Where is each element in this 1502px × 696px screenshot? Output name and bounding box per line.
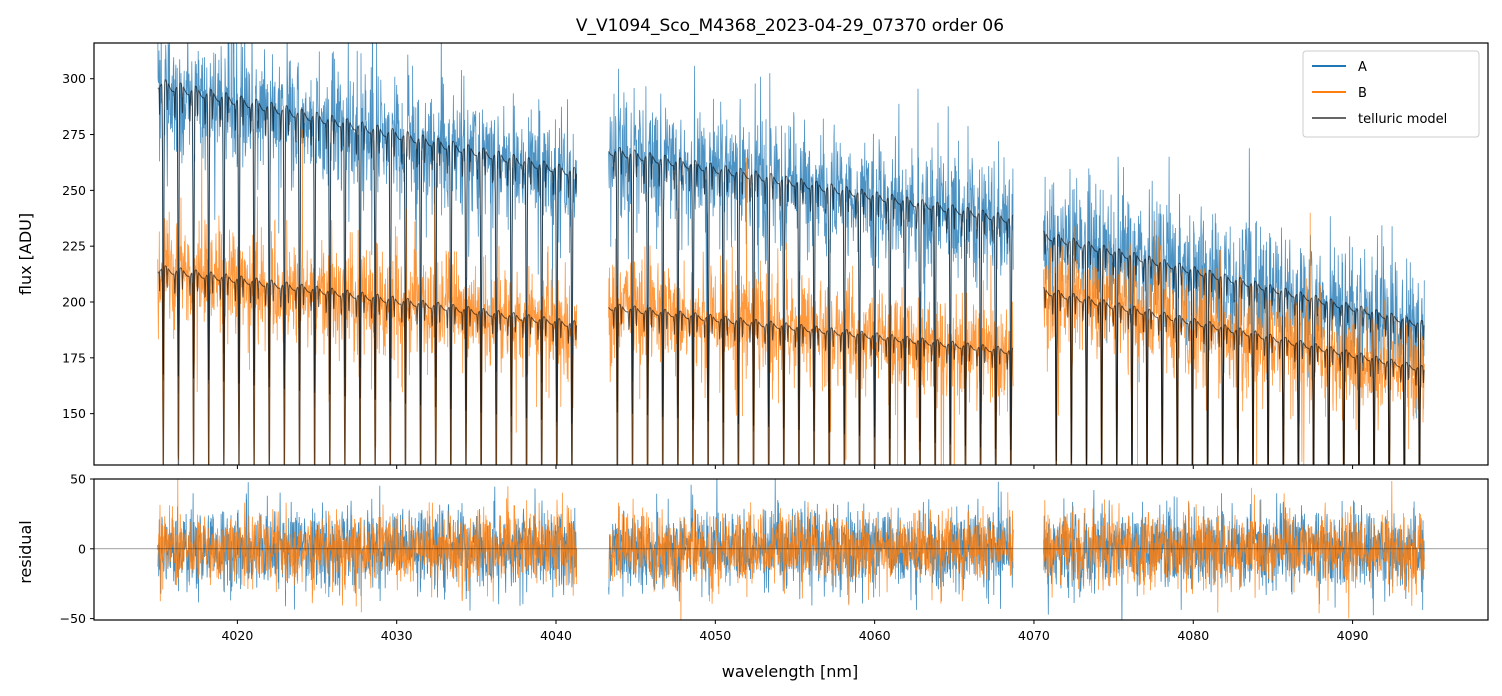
legend-entry-a: A [1312,60,1367,75]
telluric-model [157,79,1425,465]
wavelength-tick-label: 4090 [1337,628,1369,643]
series-a-segment-1 [157,43,578,465]
flux-panel: 150 175 200 225 250 275 300 flux [ADU] [16,42,1489,469]
telluric-model-b-segment-3 [1043,286,1425,465]
series-b-segment-1 [157,127,578,465]
legend: A B telluric model [1302,50,1480,138]
residual-tick-label: 0 [78,541,86,556]
residual-a-segment-3 [1043,489,1425,620]
series-b-segment-3 [1043,212,1425,465]
residual-panel-frame [93,478,1489,621]
legend-label-b: B [1358,86,1367,101]
flux-tick-label: 250 [62,183,86,198]
flux-tick-label: 150 [62,406,86,421]
telluric-model-a-segment-3 [1043,230,1425,465]
residual-panel: 500−50 4020 4030 4040 4050 4060 4070 4080 4090 … [16,472,1489,643]
residual-b-segment-1 [157,479,578,613]
residual-axis-label: residual [16,520,35,583]
residual-tick-label: 50 [70,472,86,487]
chart-title: V_V1094_Sco_M4368_2023-04-29_07370 order… [576,16,1004,36]
legend-box [1302,50,1480,138]
residual-b-segment-3 [1043,480,1425,619]
telluric-model-a-segment-1 [157,79,578,424]
wavelength-tick-label: 4030 [381,628,413,643]
legend-label-telluric-model: telluric model [1358,112,1447,127]
flux-tick-label: 300 [62,71,86,86]
wavelength-tick-label: 4050 [699,628,731,643]
series-a-segment-3 [1043,148,1425,465]
telluric-model-a-segment-2 [608,147,1014,451]
residual-b [157,479,1425,620]
telluric-model-b-segment-2 [608,303,1014,465]
legend-entry-telluric-model: telluric model [1312,112,1447,127]
flux-panel-frame [93,42,1489,466]
flux-tick-label: 225 [62,239,86,254]
wavelength-tick-label: 4040 [540,628,572,643]
telluric-model-b-segment-1 [157,265,578,465]
wavelength-tick-label: 4070 [1018,628,1050,643]
wavelength-axis-label: wavelength [nm] [722,662,859,681]
wavelength-tick-label: 4080 [1177,628,1209,643]
legend-entry-b: B [1312,86,1367,101]
flux-tick-label: 275 [62,127,86,142]
flux-tick-label: 200 [62,295,86,310]
legend-label-a: A [1358,60,1367,75]
series-a [157,43,1425,465]
wavelength-tick-label: 4060 [859,628,891,643]
flux-axis-label: flux [ADU] [16,213,35,295]
flux-tick-label: 175 [62,350,86,365]
residual-tick-label: −50 [60,611,86,626]
wavelength-tick-label: 4020 [221,628,253,643]
residual-b-segment-2 [608,492,1014,620]
